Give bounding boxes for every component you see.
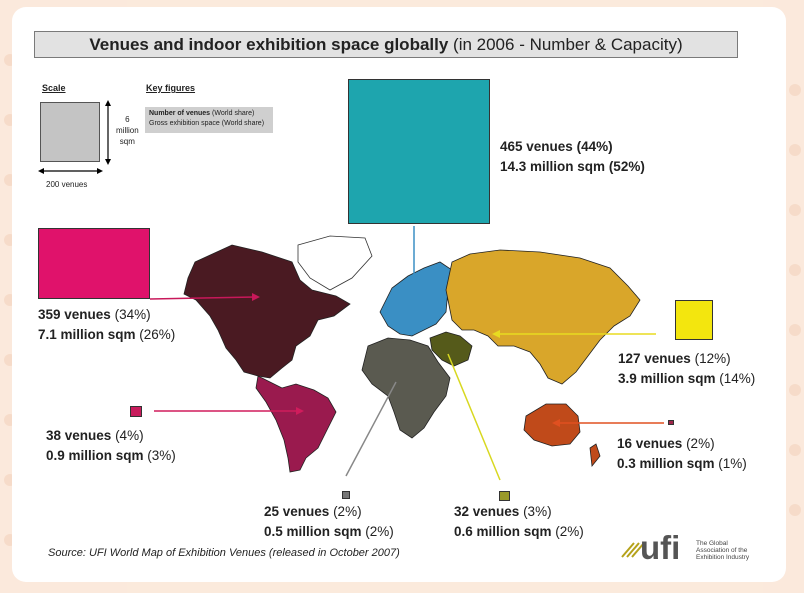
me-venues-share: (3%) — [523, 504, 552, 519]
na-venues: 359 venues — [38, 307, 111, 322]
north-america-arrow — [252, 293, 260, 301]
scale-square — [40, 102, 100, 162]
asia-venues: 127 venues — [618, 351, 691, 366]
middle-east-square — [499, 491, 510, 501]
middle-east-label: 32 venues (3%) 0.6 million sqm (2%) — [454, 502, 584, 542]
page-title: Venues and indoor exhibition space globa… — [34, 31, 738, 58]
europe-space: 14.3 million sqm — [500, 159, 606, 174]
north-america-label: 359 venues (34%) 7.1 million sqm (26%) — [38, 305, 175, 345]
europe-space-share: (52%) — [608, 159, 645, 174]
scale-horizontal-arrow — [38, 168, 103, 174]
scale-v1: 6 — [125, 115, 130, 124]
africa-square — [342, 491, 350, 499]
map-middle-east — [429, 331, 473, 367]
scale-horizontal-label: 200 venues — [46, 180, 88, 189]
oc-venues-share: (2%) — [686, 436, 715, 451]
af-space: 0.5 million sqm — [264, 524, 362, 539]
scale-vertical-label: 6 million sqm — [116, 114, 139, 147]
europe-venues: 465 venues — [500, 139, 573, 154]
map-europe — [379, 261, 453, 337]
oc-space-share: (1%) — [718, 456, 747, 471]
oceania-label: 16 venues (2%) 0.3 million sqm (1%) — [617, 434, 747, 474]
latin-america-label: 38 venues (4%) 0.9 million sqm (3%) — [46, 426, 176, 466]
source-prefix: Source: — [48, 547, 89, 559]
key-figures-box: Number of venues (World share) Gross exh… — [145, 107, 273, 133]
ufi-logo-icon — [621, 542, 644, 558]
key-figures-label: Key figures — [146, 83, 196, 93]
map-new-zealand — [589, 443, 601, 468]
map-north-america — [183, 244, 351, 379]
asia-space: 3.9 million sqm — [618, 371, 716, 386]
europe-venues-share: (44%) — [576, 139, 613, 154]
north-america-connector — [149, 296, 257, 300]
map-asia — [445, 249, 641, 385]
la-venues-share: (4%) — [115, 428, 144, 443]
latin-america-arrow — [296, 407, 304, 415]
map-australia — [523, 403, 581, 447]
map-latin-america — [255, 375, 337, 473]
asia-venues-share: (12%) — [694, 351, 731, 366]
north-america-square — [38, 228, 150, 299]
la-space-share: (3%) — [147, 448, 176, 463]
asia-square — [675, 300, 713, 340]
asia-space-share: (14%) — [719, 371, 756, 386]
af-venues-share: (2%) — [333, 504, 362, 519]
africa-connector — [345, 381, 397, 477]
me-space: 0.6 million sqm — [454, 524, 552, 539]
key-line1-rest: (World share) — [210, 110, 255, 117]
oc-venues: 16 venues — [617, 436, 683, 451]
key-line1: Number of venues (World share) — [149, 109, 269, 119]
latin-america-square — [130, 406, 142, 417]
la-space: 0.9 million sqm — [46, 448, 144, 463]
title-rest: (in 2006 - Number & Capacity) — [448, 35, 683, 54]
source-text: UFI World Map of Exhibition Venues — [88, 547, 266, 559]
af-venues: 25 venues — [264, 504, 330, 519]
asia-label: 127 venues (12%) 3.9 million sqm (14%) — [618, 349, 755, 389]
na-space-share: (26%) — [139, 327, 176, 342]
europe-arrow — [410, 284, 418, 292]
source-suffix: (released in October 2007) — [265, 547, 400, 559]
source-note: Source: UFI World Map of Exhibition Venu… — [48, 547, 400, 559]
la-venues: 38 venues — [46, 428, 112, 443]
asia-arrow — [492, 330, 500, 338]
europe-square — [348, 79, 490, 224]
map-greenland — [297, 235, 373, 291]
scale-vertical-arrow — [105, 100, 111, 165]
oceania-square — [668, 420, 674, 425]
af-space-share: (2%) — [365, 524, 394, 539]
oc-space: 0.3 million sqm — [617, 456, 715, 471]
na-venues-share: (34%) — [114, 307, 151, 322]
me-space-share: (2%) — [555, 524, 584, 539]
ufi-tagline: The Global Association of the Exhibition… — [696, 540, 750, 561]
me-venues: 32 venues — [454, 504, 520, 519]
title-bold: Venues and indoor exhibition space globa… — [89, 35, 449, 54]
scale-label: Scale — [42, 83, 66, 93]
oceania-arrow — [552, 419, 560, 427]
scale-v2: million — [116, 126, 139, 135]
key-line1-bold: Number of venues — [149, 110, 211, 117]
key-line2: Gross exhibition space (World share) — [149, 120, 265, 127]
ufi-logo-word: ufi — [640, 529, 681, 566]
europe-label: 465 venues (44%) 14.3 million sqm (52%) — [500, 137, 645, 177]
scale-v3: sqm — [119, 137, 135, 146]
middle-east-connector — [447, 353, 501, 481]
map-africa — [361, 337, 451, 439]
africa-label: 25 venues (2%) 0.5 million sqm (2%) — [264, 502, 394, 542]
na-space: 7.1 million sqm — [38, 327, 136, 342]
